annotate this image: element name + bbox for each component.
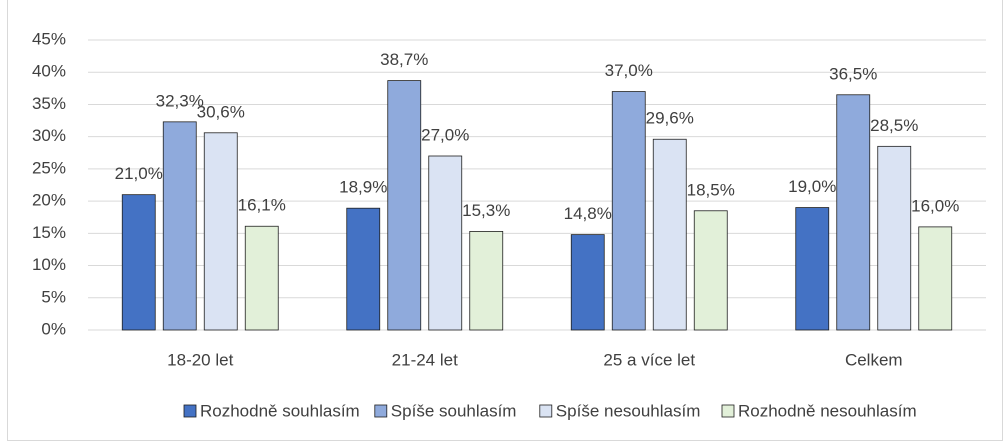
data-label: 21,0% <box>115 164 163 183</box>
bar <box>244 225 279 331</box>
y-tick-label: 45% <box>32 29 66 48</box>
legend-swatch <box>539 404 553 418</box>
legend-swatch <box>183 404 197 418</box>
data-label: 18,9% <box>339 178 387 197</box>
bar <box>469 230 504 331</box>
y-tick-label: 10% <box>32 255 66 274</box>
y-tick-label: 40% <box>32 62 66 81</box>
y-tick-label: 30% <box>32 126 66 145</box>
data-label: 32,3% <box>156 91 204 110</box>
bar <box>836 94 871 331</box>
data-label: 28,5% <box>870 116 918 135</box>
bar <box>918 226 953 331</box>
data-label: 15,3% <box>462 201 510 220</box>
data-label: 36,5% <box>829 64 877 83</box>
legend-label: Spíše souhlasím <box>391 401 517 420</box>
bar <box>121 194 156 331</box>
data-label: 14,8% <box>564 204 612 223</box>
y-tick-label: 35% <box>32 94 66 113</box>
bar <box>346 207 381 331</box>
legend-label: Rozhodně nesouhlasím <box>738 401 917 420</box>
data-label: 30,6% <box>197 102 245 121</box>
x-tick-label: Celkem <box>845 350 903 369</box>
y-tick-label: 15% <box>32 223 66 242</box>
x-tick-label: 21-24 let <box>392 350 458 369</box>
legend-swatch <box>374 404 388 418</box>
bar <box>611 91 646 331</box>
data-label: 29,6% <box>646 109 694 128</box>
legend-label: Spíše nesouhlasím <box>556 401 701 420</box>
bar <box>203 132 238 331</box>
x-tick-label: 18-20 let <box>167 350 233 369</box>
y-tick-label: 20% <box>32 191 66 210</box>
bar <box>387 80 422 331</box>
bar <box>693 210 728 331</box>
y-tick-label: 5% <box>41 287 66 306</box>
data-label: 16,1% <box>238 196 286 215</box>
legend-label: Rozhodně souhlasím <box>200 401 360 420</box>
bar <box>795 207 830 331</box>
data-label: 27,0% <box>421 125 469 144</box>
bar <box>652 138 687 331</box>
bar <box>162 121 197 331</box>
data-label: 38,7% <box>380 50 428 69</box>
x-tick-label: 25 a více let <box>603 350 695 369</box>
data-label: 18,5% <box>687 180 735 199</box>
legend-swatch <box>721 404 735 418</box>
data-label: 16,0% <box>911 196 959 215</box>
data-label: 37,0% <box>605 61 653 80</box>
bar <box>877 145 912 331</box>
y-tick-label: 25% <box>32 158 66 177</box>
bar <box>570 234 605 331</box>
data-label: 19,0% <box>788 177 836 196</box>
bar <box>428 155 463 331</box>
y-tick-label: 0% <box>41 319 66 338</box>
